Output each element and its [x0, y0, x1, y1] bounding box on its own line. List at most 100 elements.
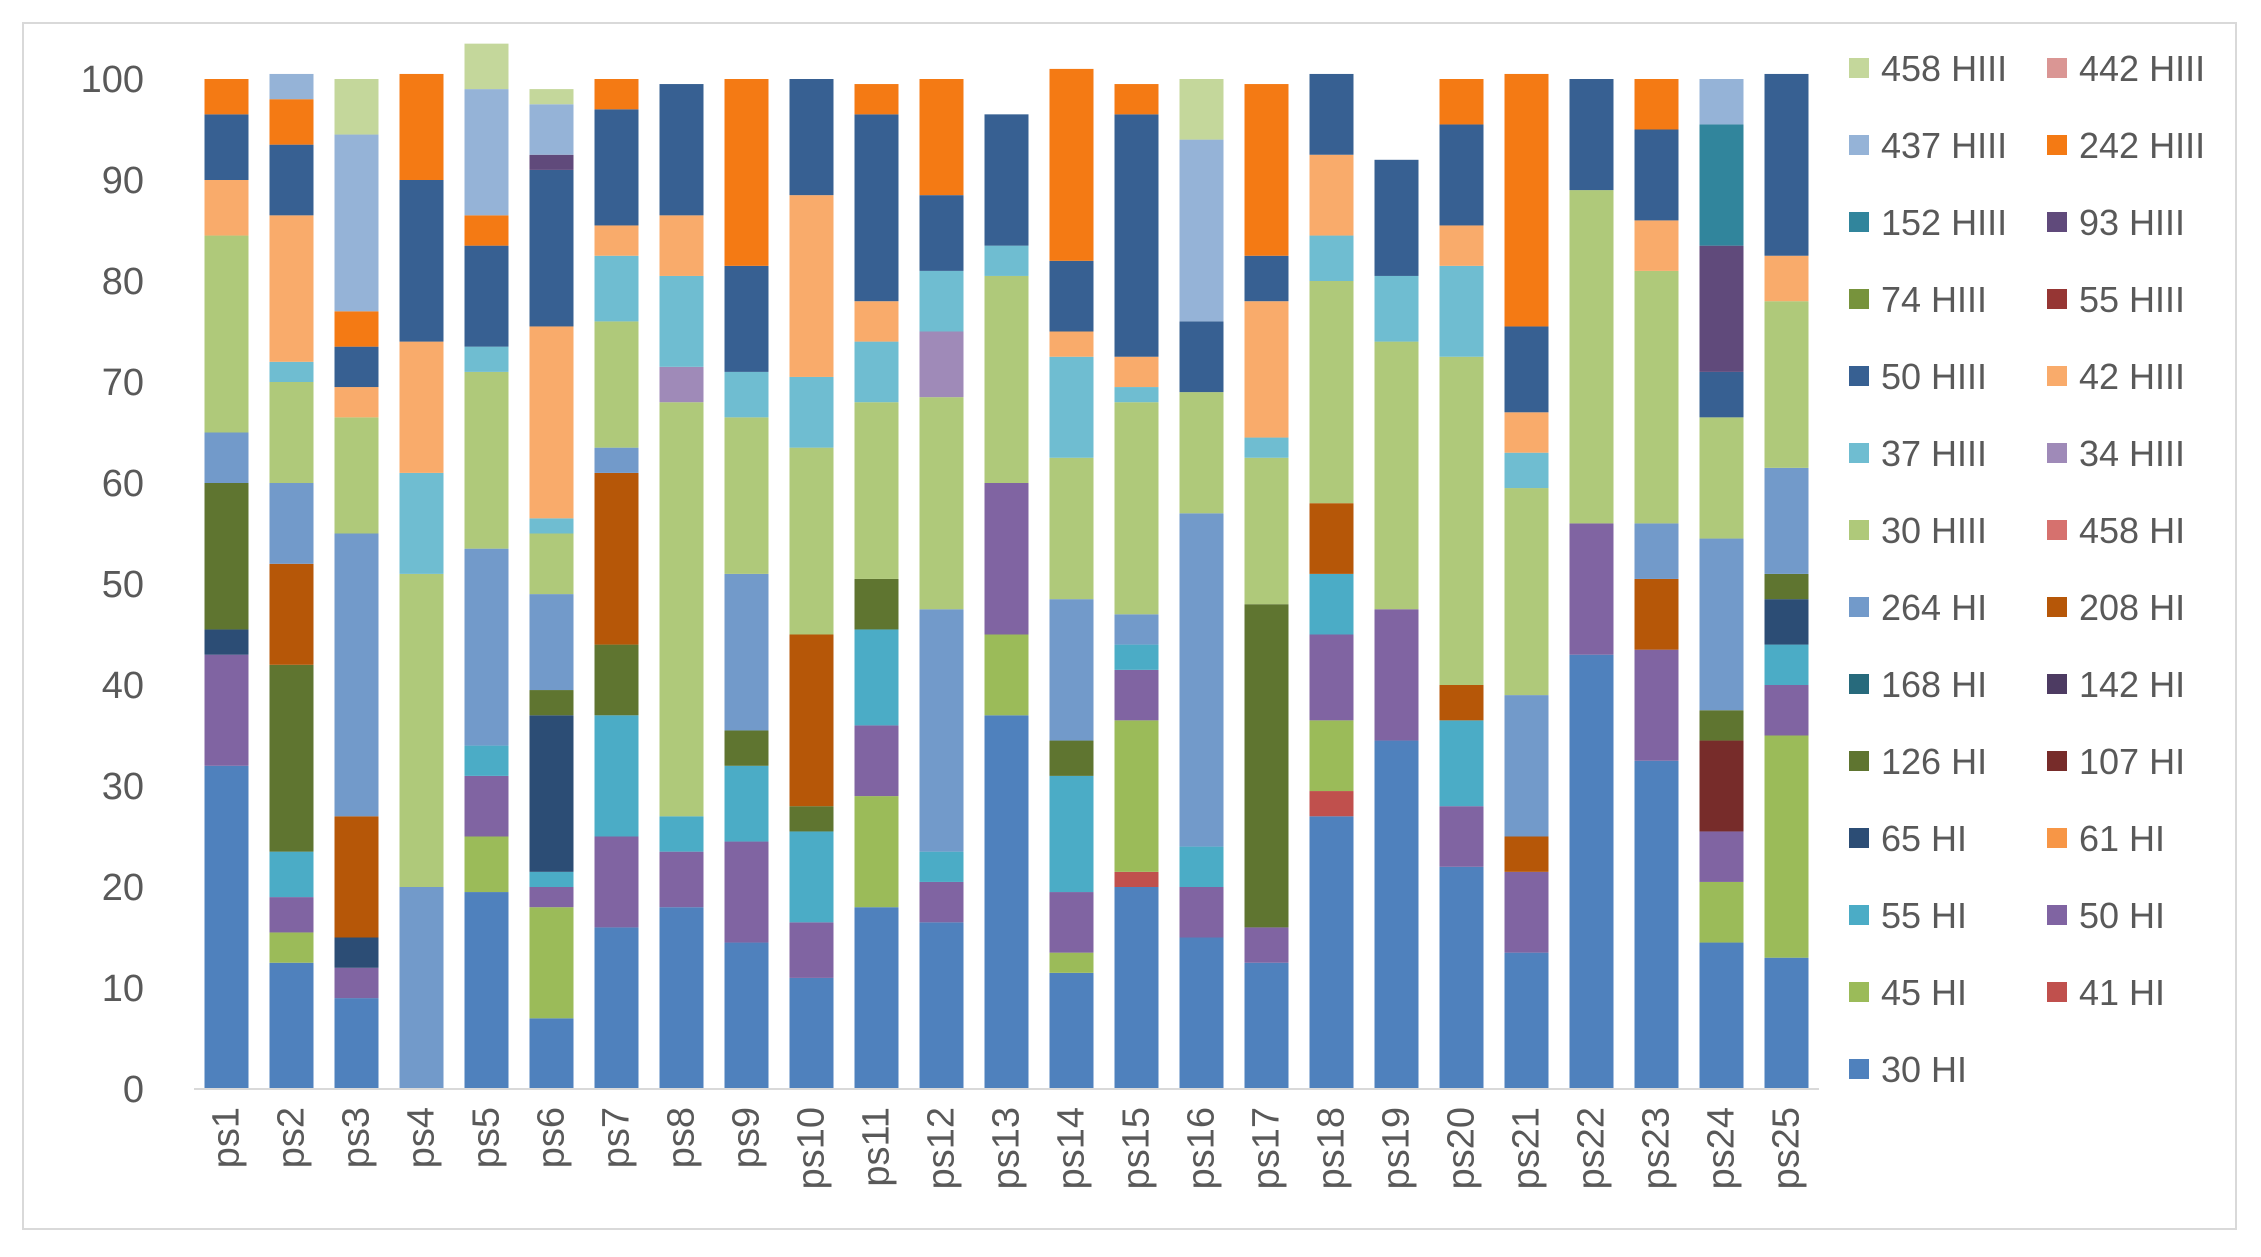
legend-swatch	[1849, 982, 1869, 1002]
y-tick-label: 0	[123, 1069, 144, 1111]
bar-segment	[1699, 417, 1744, 539]
legend-swatch	[1849, 443, 1869, 463]
bar-segment	[399, 341, 444, 473]
legend-label: 45 HI	[1881, 972, 1967, 1013]
bar-segment	[854, 629, 899, 726]
bar-segment	[334, 134, 379, 312]
legend-label: 30 HI	[1881, 1049, 1967, 1090]
bar-segment	[1504, 452, 1549, 489]
bar-segment	[1504, 871, 1549, 953]
legend-label: 65 HI	[1881, 818, 1967, 859]
bar-segment	[984, 275, 1029, 483]
bar-segment	[464, 371, 509, 549]
legend-item: 55 HIII	[2047, 279, 2185, 320]
bar-segment	[269, 361, 314, 382]
bar-segment	[594, 447, 639, 473]
bar-segment	[919, 609, 964, 852]
bar-segment	[399, 180, 444, 342]
bar-segment	[1439, 356, 1484, 685]
legend-item: 126 HI	[1849, 741, 1987, 782]
bar-stack-ps4	[399, 73, 444, 1089]
bar-segment	[1114, 669, 1159, 721]
legend-item: 30 HI	[1849, 1049, 1967, 1090]
bar-segment	[269, 932, 314, 963]
bar-segment	[659, 851, 704, 908]
bar-segment	[464, 346, 509, 372]
bar-segment	[1179, 887, 1224, 938]
x-tick-label: ps22	[1571, 1107, 1613, 1189]
legend-swatch	[1849, 58, 1869, 78]
bar-segment	[919, 881, 964, 923]
y-tick-label: 100	[81, 59, 144, 101]
bar-segment	[1699, 124, 1744, 246]
bar-segment	[984, 634, 1029, 716]
legend-item: 442 HIII	[2047, 48, 2205, 89]
bar-stack-ps15	[1114, 84, 1159, 1089]
bar-segment	[269, 962, 314, 1089]
bar-stack-ps21	[1504, 73, 1549, 1089]
bar-segment	[464, 745, 509, 776]
bar-segment	[854, 907, 899, 1089]
bar-segment	[1764, 599, 1809, 645]
bar-segment	[204, 79, 249, 115]
bar-segment	[854, 114, 899, 302]
legend-label: 50 HI	[2079, 895, 2165, 936]
bar-segment	[594, 109, 639, 226]
bar-segment	[789, 634, 834, 807]
bar-segment	[269, 144, 314, 216]
bar-segment	[659, 402, 704, 817]
bar-segment	[1504, 952, 1549, 1089]
bar-segment	[529, 169, 574, 327]
bar-segment	[1569, 654, 1614, 1089]
bar-segment	[724, 371, 769, 418]
bar-segment	[204, 235, 249, 433]
legend-item: 208 HI	[2047, 587, 2185, 628]
y-tick-label: 90	[102, 160, 144, 202]
legend-label: 208 HI	[2079, 587, 2185, 628]
bar-stack-ps11	[854, 84, 899, 1089]
legend-item: 264 HI	[1849, 587, 1987, 628]
bar-segment	[529, 89, 574, 105]
bar-segment	[724, 79, 769, 266]
bar-segment	[789, 195, 834, 377]
bar-segment	[659, 215, 704, 276]
bar-segment	[594, 255, 639, 322]
bar-segment	[1439, 866, 1484, 1089]
legend-item: 37 HIII	[1849, 433, 1987, 474]
x-tick-label: ps16	[1181, 1107, 1223, 1189]
bar-stack-ps16	[1179, 79, 1224, 1089]
bar-segment	[269, 382, 314, 483]
bar-segment	[529, 1018, 574, 1089]
legend-label: 37 HIII	[1881, 433, 1987, 474]
legend-swatch	[2047, 982, 2067, 1002]
legend-swatch	[2047, 135, 2067, 155]
legend-label: 93 HIII	[2079, 202, 2185, 243]
bar-segment	[204, 765, 249, 1089]
bar-segment	[1244, 962, 1289, 1089]
bar-segment	[529, 907, 574, 1019]
bar-segment	[269, 664, 314, 852]
bar-segment	[1699, 881, 1744, 943]
bar-segment	[334, 937, 379, 968]
bar-segment	[1179, 513, 1224, 847]
legend-item: 50 HI	[2047, 895, 2165, 936]
bar-segment	[789, 79, 834, 196]
bar-segment	[529, 871, 574, 887]
bar-segment	[1114, 387, 1159, 403]
x-tick-label: ps7	[596, 1107, 638, 1168]
bar-segment	[789, 922, 834, 978]
bar-segment	[919, 270, 964, 332]
bar-segment	[1504, 695, 1549, 837]
bar-segment	[204, 432, 249, 483]
bar-segment	[919, 331, 964, 398]
bar-segment	[1634, 220, 1679, 271]
bar-segment	[724, 265, 769, 372]
x-tick-label: ps13	[986, 1107, 1028, 1189]
bar-segment	[529, 887, 574, 908]
bar-segment	[1244, 255, 1289, 302]
bar-segment	[1504, 836, 1549, 872]
legend-label: 458 HI	[2079, 510, 2185, 551]
bar-segment	[1309, 503, 1354, 574]
bar-segment	[204, 114, 249, 180]
